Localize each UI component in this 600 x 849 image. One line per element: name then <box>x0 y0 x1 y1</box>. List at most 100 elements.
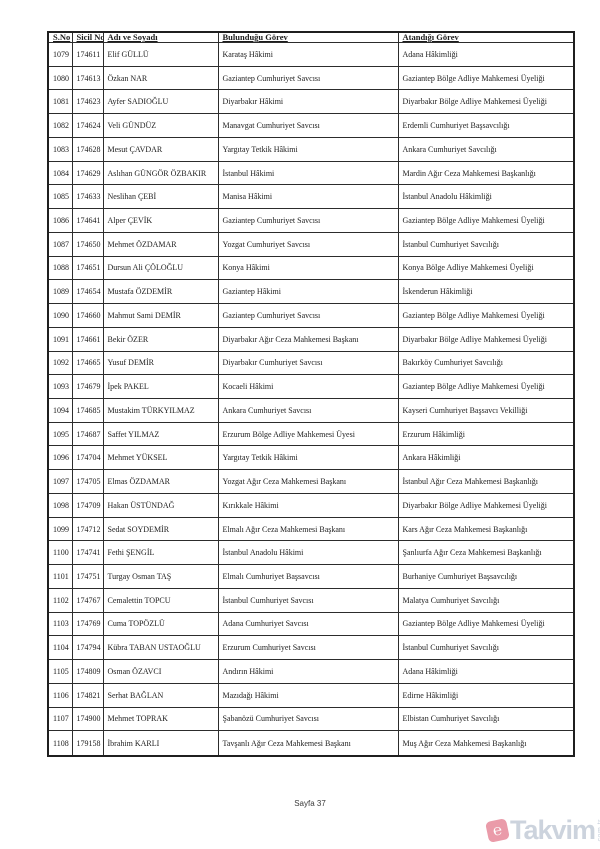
cell-sicil-no: 174624 <box>71 113 104 138</box>
table-row: 1092 174665 Yusuf DEMİR Diyarbakır Cumhuriy… <box>47 350 575 376</box>
takvim-watermark: ℮ Takvim com.tr <box>484 815 600 846</box>
table-row: 1103 174769 Cuma TOPÖZLÜ Adana Cumhuriyet S… <box>47 611 575 637</box>
column-header-label: Adı ve Soyadı <box>107 32 158 42</box>
cell-sno: 1108 <box>47 730 73 757</box>
cell-name: Veli GÜNDÜZ <box>102 113 219 138</box>
cell-name: Özkan NAR <box>102 65 219 91</box>
cell-sicil-no: 174611 <box>71 42 104 67</box>
cell-sno: 1106 <box>47 682 73 708</box>
cell-sicil-no: 174685 <box>71 398 104 423</box>
cell-name: Saffet YILMAZ <box>102 421 219 447</box>
cell-name: Mustafa ÖZDEMİR <box>102 279 219 305</box>
table-row: 1108 179158 İbrahim KARLI Tavşanlı Ağır Cez… <box>47 730 575 757</box>
cell-sno: 1102 <box>47 587 73 613</box>
table-header: S.No Sicil No Adı ve Soyadı Bulunduğu Görev… <box>47 31 575 43</box>
cell-current-post: Manisa Hâkimi <box>217 184 399 210</box>
column-header-sicil-no: Sicil No <box>71 31 104 43</box>
cell-name: Cuma TOPÖZLÜ <box>102 611 219 637</box>
table-row: 1094 174685 Mustakim TÜRKYILMAZ Ankara Cumh… <box>47 398 575 423</box>
cell-current-post: Gaziantep Cumhuriyet Savcısı <box>217 208 399 233</box>
cell-sicil-no: 174629 <box>71 160 104 186</box>
cell-assigned-post: Muş Ağır Ceza Mahkemesi Başkanlığı <box>397 730 575 757</box>
cell-sno: 1086 <box>47 208 73 233</box>
cell-sicil-no: 174809 <box>71 659 104 684</box>
cell-current-post: Manavgat Cumhuriyet Savcısı <box>217 113 399 138</box>
cell-name: Elif GÜLLÜ <box>102 42 219 67</box>
cell-name: Turgay Osman TAŞ <box>102 564 219 589</box>
table-row: 1096 174704 Mehmet YÜKSEL Yargıtay Tetkik H… <box>47 445 575 471</box>
cell-sicil-no: 174679 <box>71 374 104 400</box>
cell-sno: 1092 <box>47 350 73 376</box>
table-row: 1102 174767 Cemalettin TOPCU İstanbul Cumhu… <box>47 587 575 613</box>
cell-current-post: Elmalı Ağır Ceza Mahkemesi Başkanı <box>217 516 399 542</box>
cell-assigned-post: Gaziantep Bölge Adliye Mahkemesi Üyeliği <box>397 303 575 328</box>
cell-current-post: Yozgat Cumhuriyet Savcısı <box>217 231 399 257</box>
cell-assigned-post: Ankara Cumhuriyet Savcılığı <box>397 136 575 162</box>
cell-sno: 1096 <box>47 445 73 471</box>
cell-name: Fethi ŞENGİL <box>102 540 219 566</box>
cell-current-post: Kırıkkale Hâkimi <box>217 492 399 518</box>
cell-sno: 1098 <box>47 492 73 518</box>
cell-assigned-post: İstanbul Cumhuriyet Savcılığı <box>397 635 575 661</box>
cell-sicil-no: 174628 <box>71 136 104 162</box>
cell-name: Alper ÇEVİK <box>102 208 219 233</box>
cell-assigned-post: İskenderun Hâkimliği <box>397 279 575 305</box>
table-row: 1081 174623 Ayfer SADIOĞLU Diyarbakır Hâkim… <box>47 89 575 115</box>
table-header-row: S.No Sicil No Adı ve Soyadı Bulunduğu Görev… <box>47 31 575 43</box>
cell-assigned-post: İstanbul Anadolu Hâkimliği <box>397 184 575 210</box>
cell-current-post: İstanbul Anadolu Hâkimi <box>217 540 399 566</box>
cell-sicil-no: 174769 <box>71 611 104 637</box>
table-row: 1104 174794 Kübra TABAN USTAOĞLU Erzurum Cu… <box>47 635 575 661</box>
cell-sicil-no: 174709 <box>71 492 104 518</box>
column-header-label: Sicil No <box>76 32 103 42</box>
cell-assigned-post: Kars Ağır Ceza Mahkemesi Başkanlığı <box>397 516 575 542</box>
cell-sno: 1093 <box>47 374 73 400</box>
cell-current-post: Gaziantep Hâkimi <box>217 279 399 305</box>
cell-current-post: Gaziantep Cumhuriyet Savcısı <box>217 65 399 91</box>
cell-assigned-post: Malatya Cumhuriyet Savcılığı <box>397 587 575 613</box>
table-row: 1097 174705 Elmas ÖZDAMAR Yozgat Ağır Ceza … <box>47 469 575 494</box>
table-row: 1098 174709 Hakan ÜSTÜNDAĞ Kırıkkale Hâkimi… <box>47 492 575 518</box>
cell-sicil-no: 174654 <box>71 279 104 305</box>
cell-assigned-post: Diyarbakır Bölge Adliye Mahkemesi Üyeliğ… <box>397 492 575 518</box>
takvim-brand-text: Takvim <box>509 815 596 845</box>
cell-assigned-post: Adana Hâkimliği <box>397 659 575 684</box>
cell-current-post: Kocaeli Hâkimi <box>217 374 399 400</box>
cell-sno: 1079 <box>47 42 73 67</box>
cell-current-post: Elmalı Cumhuriyet Başsavcısı <box>217 564 399 589</box>
column-header-label: S.No <box>53 32 71 42</box>
table-row: 1080 174613 Özkan NAR Gaziantep Cumhuriyet … <box>47 65 575 91</box>
cell-assigned-post: Erzurum Hâkimliği <box>397 421 575 447</box>
cell-sicil-no: 174633 <box>71 184 104 210</box>
column-header-sno: S.No <box>47 31 73 43</box>
cell-sno: 1101 <box>47 564 73 589</box>
cell-sicil-no: 174705 <box>71 469 104 494</box>
table-row: 1079 174611 Elif GÜLLÜ Karataş Hâkimi Adana … <box>47 42 575 67</box>
cell-current-post: Yargıtay Tetkik Hâkimi <box>217 136 399 162</box>
cell-name: İpek PAKEL <box>102 374 219 400</box>
cell-sicil-no: 174665 <box>71 350 104 376</box>
table-row: 1095 174687 Saffet YILMAZ Erzurum Bölge Adl… <box>47 421 575 447</box>
cell-assigned-post: Gaziantep Bölge Adliye Mahkemesi Üyeliği <box>397 374 575 400</box>
cell-sicil-no: 174741 <box>71 540 104 566</box>
cell-sicil-no: 174821 <box>71 682 104 708</box>
cell-name: Dursun Ali ÇÖLOĞLU <box>102 255 219 281</box>
cell-current-post: Diyarbakır Hâkimi <box>217 89 399 115</box>
cell-current-post: İstanbul Cumhuriyet Savcısı <box>217 587 399 613</box>
cell-sicil-no: 174767 <box>71 587 104 613</box>
page-number-label: Sayfa 37 <box>294 799 326 808</box>
cell-name: Aslıhan GÜNGÖR ÖZBAKIR <box>102 160 219 186</box>
cell-name: Mustakim TÜRKYILMAZ <box>102 398 219 423</box>
cell-assigned-post: Adana Hâkimliği <box>397 42 575 67</box>
cell-sicil-no: 179158 <box>71 730 104 757</box>
cell-sicil-no: 174794 <box>71 635 104 661</box>
cell-sicil-no: 174751 <box>71 564 104 589</box>
column-header-name: Adı ve Soyadı <box>102 31 219 43</box>
cell-assigned-post: İstanbul Ağır Ceza Mahkemesi Başkanlığı <box>397 469 575 494</box>
cell-current-post: Erzurum Cumhuriyet Savcısı <box>217 635 399 661</box>
cell-current-post: Gaziantep Cumhuriyet Savcısı <box>217 303 399 328</box>
cell-assigned-post: Kayseri Cumhuriyet Başsavcı Vekilliği <box>397 398 575 423</box>
table-row: 1083 174628 Mesut ÇAVDAR Yargıtay Tetkik Hâ… <box>47 136 575 162</box>
table-row: 1084 174629 Aslıhan GÜNGÖR ÖZBAKIR İstanbul… <box>47 160 575 186</box>
